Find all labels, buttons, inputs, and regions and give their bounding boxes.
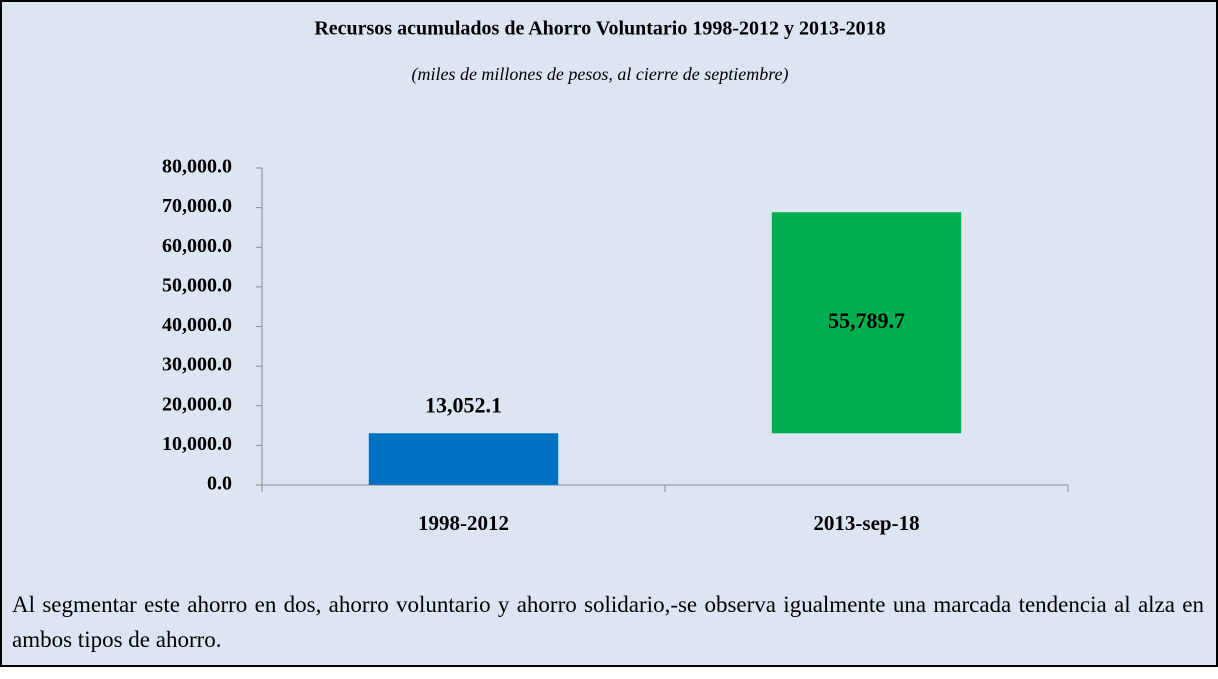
- chart-subtitle: (miles de millones de pesos, al cierre d…: [411, 64, 788, 85]
- y-tick-label: 40,000.0: [162, 314, 232, 336]
- y-tick-label: 60,000.0: [162, 235, 232, 257]
- chart-title: Recursos acumulados de Ahorro Voluntario…: [314, 18, 885, 40]
- x-tick-label: 1998-2012: [418, 511, 509, 535]
- x-tick-label: 2013-sep-18: [813, 511, 919, 535]
- paragraph: Al segmentar este ahorro en dos, ahorro …: [12, 592, 1204, 652]
- y-tick-label: 20,000.0: [162, 393, 232, 415]
- chart: Recursos acumulados de Ahorro Voluntario…: [162, 18, 1069, 535]
- y-tick-label: 10,000.0: [162, 433, 232, 455]
- y-tick-label: 80,000.0: [162, 156, 232, 178]
- data-label: 55,789.7: [828, 308, 905, 333]
- bar: [771, 212, 962, 434]
- y-tick-label: 30,000.0: [162, 354, 232, 376]
- y-tick-label: 70,000.0: [162, 195, 232, 217]
- y-tick-label: 50,000.0: [162, 274, 232, 296]
- data-label: 13,052.1: [425, 392, 502, 417]
- bar: [368, 433, 559, 485]
- y-tick-label: 0.0: [207, 473, 232, 495]
